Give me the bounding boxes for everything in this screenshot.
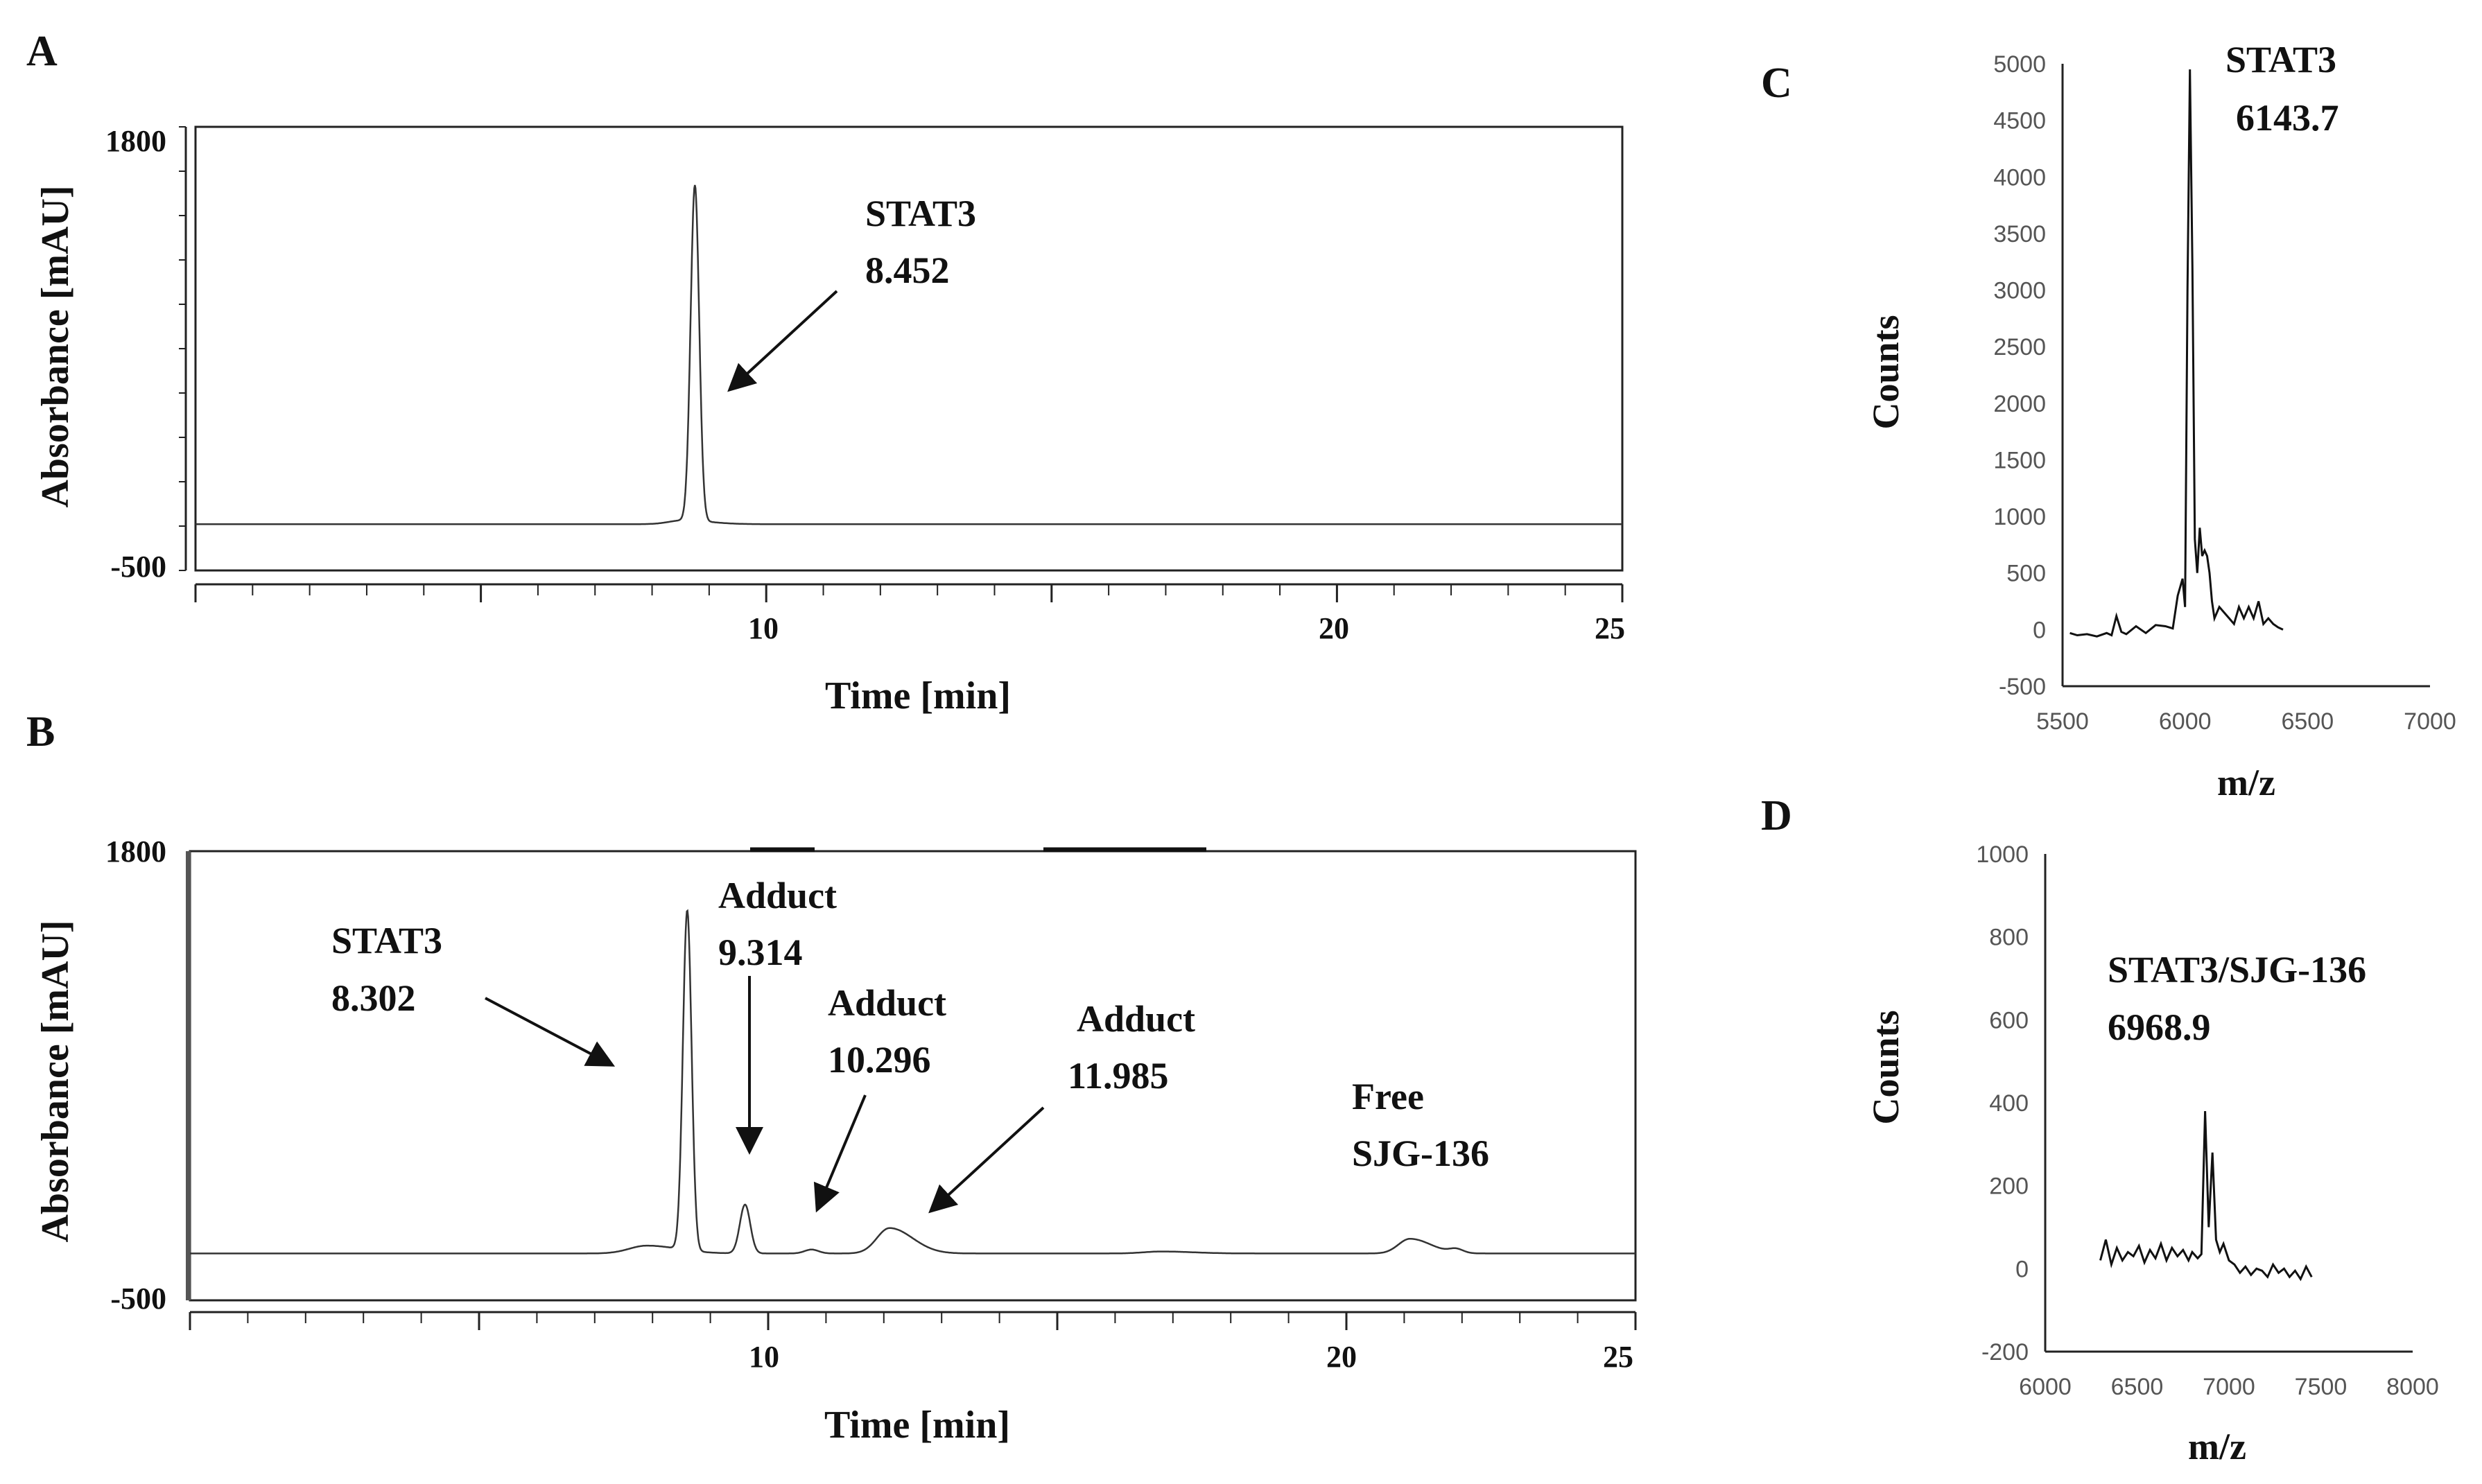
panel-d-x-tick-7000: 7000 — [2203, 1374, 2255, 1400]
panel-c-y-ticks: 5000 4500 4000 3500 3000 2500 2000 1500 … — [1993, 51, 2046, 700]
panel-a-y-tick-top: 1800 — [105, 124, 166, 158]
panel-c-x-tick-7000: 7000 — [2404, 708, 2456, 735]
panel-c-y-tick-neg500: -500 — [1999, 674, 2046, 700]
panel-a-chromatogram-trace — [196, 184, 1622, 525]
panel-b-x-label: Time [min] — [824, 1404, 1010, 1447]
panel-b-x-tick-25: 25 — [1603, 1340, 1633, 1374]
panel-d-x-tick-8000: 8000 — [2386, 1374, 2439, 1400]
panel-c-spectrum-trace — [2069, 69, 2284, 638]
panel-c-y-tick-500: 500 — [2006, 561, 2046, 587]
panel-c-y-tick-2000: 2000 — [1993, 391, 2046, 417]
panel-d: D Counts 1000 800 600 400 200 0 -200 600… — [1761, 792, 2439, 1467]
panel-c-peak-label-name: STAT3 — [2225, 39, 2336, 80]
panel-b-arrow-stat3 — [485, 997, 616, 1067]
panel-d-y-ticks: 1000 800 600 400 200 0 -200 — [1976, 841, 2029, 1365]
panel-b-x-tick-20: 20 — [1326, 1340, 1357, 1374]
panel-d-y-tick-neg200: -200 — [1981, 1339, 2029, 1365]
panel-b-peak-label-adduct3-time: 11.985 — [1068, 1055, 1169, 1097]
panel-c-y-tick-1000: 1000 — [1993, 504, 2046, 530]
panel-c-x-tick-6500: 6500 — [2281, 708, 2334, 735]
panel-letter-d: D — [1761, 792, 1792, 839]
panel-d-x-tick-7500: 7500 — [2295, 1374, 2348, 1400]
panel-a-y-tick-bottom: -500 — [110, 550, 166, 584]
panel-c: C Counts 5000 4500 4000 3500 3000 2500 2… — [1761, 39, 2456, 803]
panel-b-peak-label-stat3-time: 8.302 — [331, 977, 416, 1019]
panel-b-peak-label-free-compound: SJG-136 — [1352, 1133, 1489, 1174]
panel-d-peak-label-name: STAT3/SJG-136 — [2108, 949, 2366, 990]
panel-a-x-tick-20: 20 — [1319, 611, 1349, 645]
panel-b-peak-label-free-name: Free — [1352, 1076, 1424, 1117]
panel-d-spectrum-trace — [2099, 1110, 2313, 1282]
panel-c-x-label: m/z — [2217, 762, 2275, 803]
panel-b-y-axis-bar — [186, 851, 191, 1300]
panel-a-x-tick-10: 10 — [748, 611, 779, 645]
panel-d-y-tick-600: 600 — [1989, 1007, 2029, 1033]
panel-c-y-tick-1500: 1500 — [1993, 448, 2046, 474]
panel-c-y-tick-4500: 4500 — [1993, 108, 2046, 134]
panel-d-x-tick-6000: 6000 — [2019, 1374, 2072, 1400]
panel-b: B Absorbance [mAU] 1800 -500 10 20 25 Ti… — [26, 708, 1637, 1447]
panel-c-y-tick-3000: 3000 — [1993, 278, 2046, 304]
panel-a-x-tick-25: 25 — [1595, 611, 1625, 645]
panel-a-y-label: Absorbance [mAU] — [34, 185, 77, 507]
panel-d-peak-label-mass: 6968.9 — [2108, 1006, 2211, 1048]
panel-letter-a: A — [26, 28, 58, 75]
panel-c-y-tick-5000: 5000 — [1993, 51, 2046, 78]
panel-c-y-label: Counts — [1865, 315, 1907, 429]
panel-b-peak-label-adduct2-name: Adduct — [828, 982, 946, 1024]
panel-b-peak-label-stat3-name: STAT3 — [331, 920, 442, 961]
panel-a-arrow-stat3 — [727, 290, 838, 392]
panel-d-x-tick-6500: 6500 — [2111, 1374, 2164, 1400]
panel-b-arrow-adduct3 — [928, 1106, 1045, 1214]
panel-a-peak-label-stat3-name: STAT3 — [865, 193, 976, 234]
panel-a: A Absorbance [mAU] 1800 -500 10 20 25 Ti… — [26, 28, 1625, 717]
panel-d-x-label: m/z — [2188, 1426, 2246, 1467]
panel-b-y-tick-top: 1800 — [105, 835, 166, 868]
panel-c-peak-label-mass: 6143.7 — [2236, 97, 2339, 139]
panel-c-x-ticks: 5500 6000 6500 7000 — [2036, 708, 2456, 735]
panel-c-y-tick-2500: 2500 — [1993, 334, 2046, 360]
panel-a-x-label: Time [min] — [825, 674, 1011, 717]
panel-c-x-tick-6000: 6000 — [2159, 708, 2212, 735]
panel-b-x-tick-10: 10 — [749, 1340, 779, 1374]
panel-b-peak-label-adduct1-time: 9.314 — [718, 932, 803, 973]
panel-c-x-tick-5500: 5500 — [2036, 708, 2089, 735]
panel-a-plot-frame — [194, 125, 1624, 572]
panel-a-x-tick-marks — [194, 584, 1624, 602]
panel-d-y-tick-800: 800 — [1989, 925, 2029, 951]
panel-b-y-label: Absorbance [mAU] — [34, 920, 77, 1242]
panel-letter-c: C — [1761, 60, 1792, 107]
panel-c-y-tick-4000: 4000 — [1993, 164, 2046, 191]
panel-b-peak-label-adduct1-name: Adduct — [718, 875, 837, 916]
panel-d-y-label: Counts — [1865, 1010, 1907, 1124]
panel-c-y-tick-0: 0 — [2033, 617, 2046, 643]
panel-c-y-tick-3500: 3500 — [1993, 221, 2046, 247]
panel-d-y-tick-1000: 1000 — [1976, 841, 2029, 868]
panel-a-y-tick-marks — [179, 126, 186, 571]
panel-b-peak-label-adduct3-name: Adduct — [1077, 998, 1195, 1040]
panel-b-chromatogram-trace — [190, 909, 1635, 1255]
panel-d-y-tick-200: 200 — [1989, 1173, 2029, 1200]
panel-b-peak-label-adduct2-time: 10.296 — [828, 1039, 931, 1081]
panel-d-y-tick-400: 400 — [1989, 1090, 2029, 1117]
panel-b-arrow-adduct2 — [813, 1094, 867, 1213]
panel-b-y-tick-bottom: -500 — [110, 1282, 166, 1316]
panel-d-y-tick-0: 0 — [2015, 1256, 2029, 1282]
panel-a-peak-label-stat3-time: 8.452 — [865, 250, 950, 291]
panel-b-x-tick-marks — [189, 1312, 1637, 1330]
panel-d-x-ticks: 6000 6500 7000 7500 8000 — [2019, 1374, 2439, 1400]
panel-letter-b: B — [26, 708, 55, 756]
